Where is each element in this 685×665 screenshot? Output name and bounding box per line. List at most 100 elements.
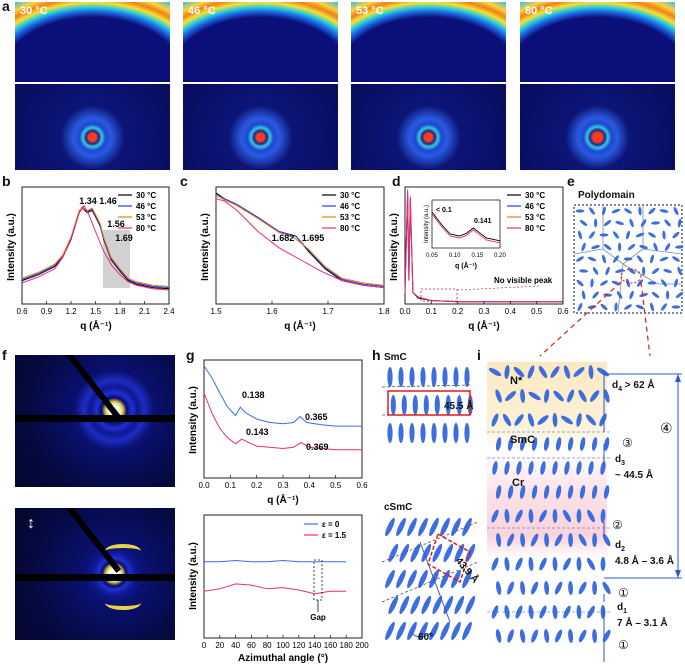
molecule-ellipse bbox=[590, 278, 594, 288]
molecule-ellipse bbox=[537, 415, 549, 425]
panel-letter-h: h bbox=[372, 347, 381, 363]
peak-label: 1.34 bbox=[79, 196, 97, 206]
molecule-ellipse bbox=[432, 595, 443, 615]
molecule-ellipse bbox=[387, 423, 393, 443]
gap-label: Gap bbox=[310, 613, 326, 622]
molecule-ellipse bbox=[650, 254, 654, 264]
d-symbol: d bbox=[612, 380, 619, 391]
molecule-ellipse bbox=[589, 207, 595, 215]
panel-letter-b: b bbox=[2, 173, 11, 189]
molecule-ellipse bbox=[576, 413, 582, 427]
molecule-ellipse bbox=[615, 221, 624, 225]
d-value: 4.8 Å – 3.6 Å bbox=[615, 556, 674, 567]
y-axis-label: Intensity (a.u.) bbox=[200, 213, 211, 281]
molecule-ellipse bbox=[662, 230, 666, 240]
molecule-ellipse bbox=[564, 461, 570, 475]
inset-label: 0.141 bbox=[474, 218, 492, 225]
molecule-ellipse bbox=[591, 437, 598, 451]
x-tick-label: 0.5 bbox=[531, 307, 543, 316]
molecule-ellipse bbox=[661, 303, 667, 311]
detector-gap-bar bbox=[15, 574, 175, 581]
molecule-ellipse bbox=[398, 423, 404, 443]
peak-label: 1.56 bbox=[107, 219, 125, 229]
molecule-ellipse bbox=[440, 517, 450, 537]
molecule-ellipse bbox=[554, 533, 563, 547]
molecule-ellipse bbox=[626, 230, 630, 240]
molecule-ellipse bbox=[530, 533, 539, 547]
peak-label: 0.365 bbox=[305, 412, 328, 422]
x-axis-label: q (Å⁻¹) bbox=[267, 493, 298, 506]
xray-detail-30c bbox=[15, 84, 170, 170]
x-tick-label: 0.1 bbox=[426, 307, 438, 316]
d-subscript: 3 bbox=[621, 460, 626, 467]
molecule-ellipse bbox=[675, 292, 683, 298]
molecule-ellipse bbox=[429, 621, 439, 641]
molecule-ellipse bbox=[531, 437, 538, 451]
legend-label: ε = 0 bbox=[322, 520, 340, 529]
xray-detail-80c bbox=[520, 84, 675, 170]
molecule-ellipse bbox=[387, 367, 393, 387]
molecule-ellipse bbox=[540, 461, 546, 475]
x-tick-label: 0.3 bbox=[478, 307, 490, 316]
molecule-ellipse bbox=[579, 269, 589, 273]
phase-label: Cr bbox=[512, 477, 525, 489]
molecule-ellipse bbox=[552, 509, 558, 523]
polydomain-diagram bbox=[573, 204, 683, 314]
xray-detail-46c bbox=[183, 84, 338, 170]
molecule-ellipse bbox=[492, 461, 498, 475]
molecule-ellipse bbox=[491, 413, 499, 427]
molecule-ellipse bbox=[429, 517, 439, 537]
molecule-ellipse bbox=[641, 266, 646, 276]
molecule-ellipse bbox=[504, 461, 510, 475]
d3-label: d3 ~ 44.5 Å bbox=[615, 454, 653, 482]
d-value: > 62 Å bbox=[622, 380, 655, 391]
molecule-ellipse bbox=[567, 389, 575, 403]
molecule-ellipse bbox=[555, 485, 562, 499]
legend-label: 80 °C bbox=[525, 224, 545, 233]
x-tick-label: 0 bbox=[202, 641, 207, 650]
molecule-ellipse bbox=[661, 279, 667, 287]
molecule-ellipse bbox=[603, 244, 612, 250]
phase-diagram bbox=[487, 365, 612, 643]
molecule-ellipse bbox=[579, 220, 588, 226]
molecule-ellipse bbox=[578, 581, 587, 595]
molecule-ellipse bbox=[434, 395, 440, 415]
molecule-ellipse bbox=[496, 533, 502, 547]
molecule-ellipse bbox=[578, 389, 587, 403]
panel-letter-g: g bbox=[186, 347, 195, 363]
molecule-ellipse bbox=[602, 254, 606, 264]
molecule-ellipse bbox=[385, 569, 395, 589]
molecule-ellipse bbox=[594, 218, 598, 228]
molecule-ellipse bbox=[409, 367, 415, 387]
inset-y-label: Intensity (a.u.) bbox=[424, 205, 430, 243]
molecule-ellipse bbox=[504, 557, 510, 571]
molecule-ellipse bbox=[401, 395, 407, 415]
molecule-ellipse bbox=[640, 219, 647, 227]
zoom-box bbox=[420, 288, 458, 302]
molecule-ellipse bbox=[651, 292, 660, 298]
d4-label: d4 > 62 Å bbox=[612, 380, 655, 393]
molecule-ellipse bbox=[507, 437, 514, 451]
molecule-ellipse bbox=[581, 242, 586, 252]
molecule-ellipse bbox=[431, 367, 437, 387]
inset-box bbox=[431, 199, 501, 249]
molecule-ellipse bbox=[410, 595, 421, 615]
molecule-ellipse bbox=[504, 365, 510, 379]
marker-0b: ① bbox=[618, 638, 629, 652]
molecule-ellipse bbox=[442, 367, 448, 387]
molecule-ellipse bbox=[611, 208, 621, 214]
temperature-label: 30 °C bbox=[20, 5, 48, 17]
molecule-ellipse bbox=[629, 290, 634, 300]
molecule-ellipse bbox=[600, 280, 608, 286]
highlight-domain bbox=[620, 268, 642, 284]
molecule-ellipse bbox=[440, 621, 450, 641]
legend-label: 53 °C bbox=[340, 213, 360, 222]
molecule-ellipse bbox=[423, 395, 429, 415]
molecule-ellipse bbox=[504, 509, 510, 523]
x-tick-label: 1.8 bbox=[378, 307, 390, 316]
d-value: 7 Å – 3.1 Å bbox=[617, 618, 668, 629]
molecule-ellipse bbox=[651, 221, 661, 225]
molecule-ellipse bbox=[507, 485, 514, 499]
molecule-ellipse bbox=[396, 517, 406, 537]
